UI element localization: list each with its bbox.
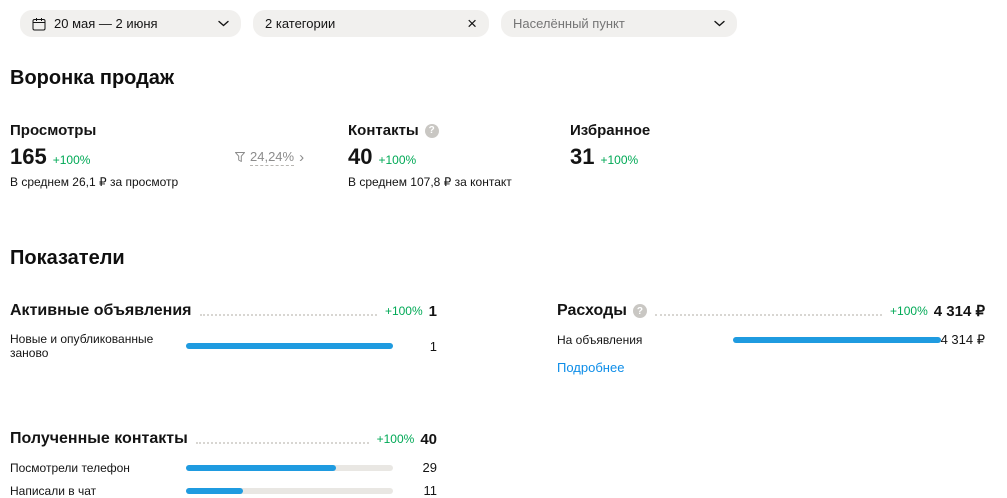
views-value-row: 165 +100% xyxy=(10,144,235,170)
favorites-label: Избранное xyxy=(570,122,651,139)
views-value: 165 xyxy=(10,144,47,169)
active-listings-card: Активные объявления +100% 1 Новые и опуб… xyxy=(10,302,437,360)
conversion-value: 24,24% xyxy=(250,149,295,166)
stat-label: Написали в чат xyxy=(10,483,97,498)
dotted-leader xyxy=(195,442,369,444)
contacts-label: Контакты xyxy=(348,122,419,139)
stat-value: 4 314 ₽ xyxy=(940,332,985,347)
expenses-help-icon[interactable] xyxy=(632,304,647,318)
calendar-icon xyxy=(32,17,46,31)
filters-bar: 20 мая — 2 июня 2 категории Населённый п… xyxy=(20,10,985,37)
views-label: Просмотры xyxy=(10,122,97,139)
received-contacts-title: Полученные контакты xyxy=(10,430,188,447)
favorites-value: 31 xyxy=(570,144,595,169)
expenses-delta: +100% xyxy=(890,304,928,318)
favorites-metric: Избранное 31 +100% xyxy=(570,122,985,189)
progress-bar xyxy=(186,343,393,349)
progress-bar-fill xyxy=(186,464,337,471)
indicators-section-title: Показатели xyxy=(10,247,125,269)
cards-left-column: Активные объявления +100% 1 Новые и опуб… xyxy=(10,302,437,498)
chevron-down-icon xyxy=(714,20,725,27)
progress-bar-fill xyxy=(186,343,393,349)
stat-row: На объявления 4 314 ₽ xyxy=(557,332,985,348)
active-listings-title: Активные объявления xyxy=(10,302,192,319)
expenses-header: Расходы +100% 4 314 ₽ xyxy=(557,302,985,320)
active-listings-delta: +100% xyxy=(384,304,423,318)
location-filter[interactable]: Населённый пункт xyxy=(501,10,737,37)
chevron-right-icon xyxy=(299,150,304,165)
categories-label: 2 категории xyxy=(265,16,336,31)
clear-filter-icon[interactable] xyxy=(467,15,477,32)
funnel-icon xyxy=(235,152,245,163)
progress-bar xyxy=(186,464,393,471)
stat-label: На объявления xyxy=(557,333,643,347)
sales-funnel: Просмотры 165 +100% В среднем 26,1 ₽ за … xyxy=(10,122,985,189)
contacts-label-row: Контакты xyxy=(348,122,570,139)
stat-value: 29 xyxy=(422,460,437,475)
progress-bar-fill xyxy=(186,487,243,494)
contacts-delta: +100% xyxy=(378,153,417,167)
views-delta: +100% xyxy=(52,153,91,167)
stat-value: 11 xyxy=(423,483,438,498)
received-contacts-delta: +100% xyxy=(376,432,415,446)
expenses-total: 4 314 ₽ xyxy=(933,303,985,320)
views-metric: Просмотры 165 +100% В среднем 26,1 ₽ за … xyxy=(10,122,235,189)
progress-bar xyxy=(733,337,941,343)
contacts-metric: Контакты 40 +100% В среднем 107,8 ₽ за к… xyxy=(348,122,570,189)
expenses-title: Расходы xyxy=(557,302,627,319)
expenses-details-link[interactable]: Подробнее xyxy=(557,360,625,375)
views-avg-cost: В среднем 26,1 ₽ за просмотр xyxy=(10,175,179,189)
funnel-section-title: Воронка продаж xyxy=(10,67,175,89)
categories-filter[interactable]: 2 категории xyxy=(253,10,489,37)
active-listings-total: 1 xyxy=(428,303,437,320)
cards-right-column: Расходы +100% 4 314 ₽ На объявления 4 31… xyxy=(557,302,985,498)
stat-row: Написали в чат 11 xyxy=(10,483,437,498)
progress-bar-fill xyxy=(733,337,941,343)
stat-label: Новые и опубликованные заново xyxy=(10,332,154,360)
expenses-title-row: Расходы xyxy=(557,302,647,320)
date-range-label: 20 мая — 2 июня xyxy=(54,16,158,31)
indicator-cards: Активные объявления +100% 1 Новые и опуб… xyxy=(10,302,985,498)
stat-label: Посмотрели телефон xyxy=(10,460,130,475)
date-range-filter[interactable]: 20 мая — 2 июня xyxy=(20,10,241,37)
favorites-value-row: 31 +100% xyxy=(570,144,985,170)
dotted-leader xyxy=(199,314,377,316)
received-contacts-total: 40 xyxy=(420,431,437,448)
stat-value: 1 xyxy=(429,338,437,354)
received-contacts-card: Полученные контакты +100% 40 Посмотрели … xyxy=(10,430,437,498)
expenses-card: Расходы +100% 4 314 ₽ На объявления 4 31… xyxy=(557,302,985,375)
contacts-help-icon[interactable] xyxy=(424,123,439,138)
analytics-page: 20 мая — 2 июня 2 категории Населённый п… xyxy=(0,0,1007,480)
views-to-contacts-conversion[interactable]: 24,24% xyxy=(235,149,348,166)
stat-row: Новые и опубликованные заново 1 xyxy=(10,332,437,360)
contacts-avg-cost: В среднем 107,8 ₽ за контакт xyxy=(348,175,512,189)
favorites-delta: +100% xyxy=(600,153,639,167)
stat-row: Посмотрели телефон 29 xyxy=(10,460,437,475)
location-placeholder: Населённый пункт xyxy=(513,16,625,31)
contacts-value: 40 xyxy=(348,144,373,169)
progress-bar xyxy=(186,487,393,494)
active-listings-header: Активные объявления +100% 1 xyxy=(10,302,437,320)
dotted-leader xyxy=(654,314,883,316)
received-contacts-header: Полученные контакты +100% 40 xyxy=(10,430,437,448)
contacts-value-row: 40 +100% xyxy=(348,144,570,170)
chevron-down-icon xyxy=(218,20,229,27)
